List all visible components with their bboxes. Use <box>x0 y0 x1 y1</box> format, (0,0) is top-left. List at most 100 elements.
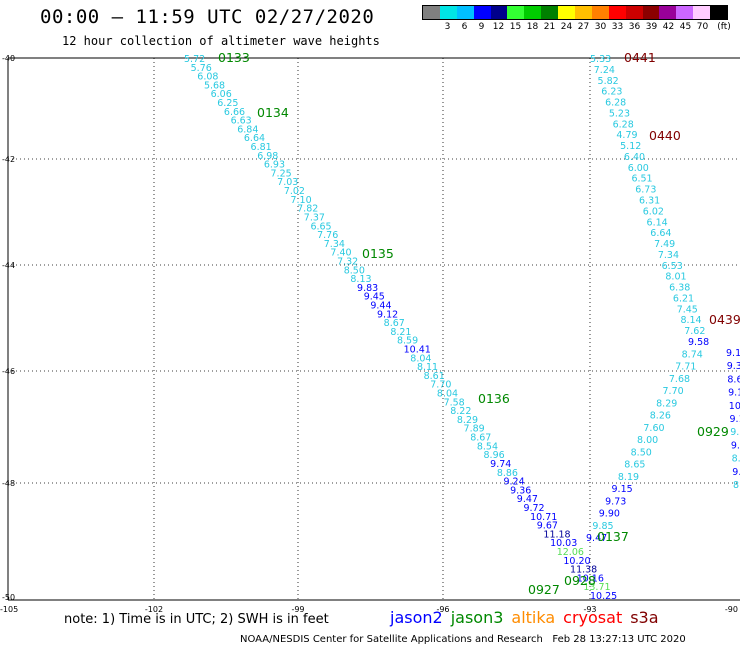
page-subtitle: 12 hour collection of altimeter wave hei… <box>62 34 380 48</box>
wave-height-value: 9.72 <box>523 503 544 514</box>
wave-height-value: 8.29 <box>457 415 478 426</box>
wave-height-value: 10.25 <box>590 591 617 602</box>
wave-height-value: 10.03 <box>550 538 577 549</box>
wave-height-value: 6.38 <box>669 283 690 294</box>
wave-height-value: 7.68 <box>669 374 690 385</box>
wave-height-value: 8.19 <box>618 472 639 483</box>
wave-height-value: 9.30 <box>727 361 740 372</box>
wave-height-value: 9.10 <box>728 388 740 399</box>
wave-height-value: 6.08 <box>197 72 218 83</box>
wave-height-value: 11.38 <box>570 565 597 576</box>
wave-height-value: 5.33 <box>590 54 611 65</box>
wave-height-value: 10.41 <box>404 345 431 356</box>
wave-height-value: 9.02 <box>731 440 740 451</box>
wave-height-value: 9.47 <box>586 533 607 544</box>
pass-time-label: 0441 <box>624 50 656 65</box>
wave-height-value: 9.45 <box>364 292 385 303</box>
legend-label: 15 <box>509 22 522 32</box>
wave-height-value: 7.70 <box>663 386 684 397</box>
pass-time-label: 0440 <box>649 128 681 143</box>
footer: NOAA/NESDIS Center for Satellite Applica… <box>240 634 686 645</box>
wave-height-value: 9.15 <box>612 484 633 495</box>
wave-height-value: 7.70 <box>430 380 451 391</box>
footer-credit: NOAA/NESDIS Center for Satellite Applica… <box>240 634 543 645</box>
wave-height-value: 8.59 <box>397 336 418 347</box>
wave-height-value: 9.36 <box>510 485 531 496</box>
wave-height-value: 5.12 <box>620 141 641 152</box>
legend-label: 30 <box>594 22 607 32</box>
wave-height-value: 7.37 <box>304 212 325 223</box>
longitude-label: -96 <box>436 605 449 614</box>
wave-height-value: 10.71 <box>530 512 557 523</box>
satellite-cryosat: cryosat <box>563 608 623 627</box>
wave-height-value: 8.21 <box>390 327 411 338</box>
legend-swatch <box>490 6 508 19</box>
legend-unit: (ft) <box>717 22 731 32</box>
wave-height-value: 6.53 <box>662 261 683 272</box>
wave-height-value: 9.85 <box>592 521 613 532</box>
wave-height-value: 9.15 <box>730 414 740 425</box>
wave-height-value: 9.47 <box>517 494 538 505</box>
legend-swatch <box>524 6 542 19</box>
wave-height-value: 7.34 <box>324 239 345 250</box>
pass-time-label: 0439 <box>709 312 740 327</box>
wave-height-value: 5.68 <box>204 80 225 91</box>
satellite-jason2: jason2 <box>390 608 443 627</box>
wave-height-value: 6.02 <box>643 206 664 217</box>
color-scale-legend <box>422 5 728 20</box>
wave-height-value: 6.66 <box>224 107 245 118</box>
wave-height-value: 9.83 <box>357 283 378 294</box>
wave-height-value: 7.62 <box>684 326 705 337</box>
wave-height-value: 7.71 <box>675 362 696 373</box>
longitude-label: -102 <box>145 605 163 614</box>
wave-height-value: 6.73 <box>635 185 656 196</box>
wave-height-value: 7.76 <box>317 230 338 241</box>
wave-height-value: 6.06 <box>211 89 232 100</box>
wave-height-value: 6.14 <box>647 217 668 228</box>
units-note: note: 1) Time is in UTC; 2) SWH is in fe… <box>64 612 329 627</box>
legend-swatch <box>693 6 711 19</box>
wave-height-value: 7.45 <box>677 304 698 315</box>
satellite-legend: jason2 jason3 altika cryosat s3a <box>390 608 667 627</box>
wave-height-value: 8.04 <box>437 389 458 400</box>
wave-height-value: 8.74 <box>682 349 703 360</box>
latitude-label: -46 <box>2 367 15 376</box>
satellite-jason3: jason3 <box>450 608 504 627</box>
legend-label: 45 <box>679 22 692 32</box>
legend-swatch <box>473 6 491 19</box>
wave-height-value: 7.40 <box>330 248 351 259</box>
wave-height-value: 7.82 <box>297 204 318 215</box>
pass-time-label: 0137 <box>597 529 629 544</box>
satellite-altika: altika <box>511 608 556 627</box>
wave-height-value: 7.49 <box>654 239 675 250</box>
pass-time-label: 0928 <box>564 573 596 588</box>
wave-height-value: 5.82 <box>598 76 619 87</box>
wave-height-value: 6.28 <box>605 98 626 109</box>
wave-height-value: 5.72 <box>184 54 205 65</box>
wave-height-value: 7.24 <box>594 65 615 76</box>
legend-swatch <box>642 6 660 19</box>
wave-height-value: 6.64 <box>650 228 671 239</box>
legend-label: 24 <box>560 22 573 32</box>
wave-height-value: 7.25 <box>271 168 292 179</box>
satellite-s3a: s3a <box>630 608 659 627</box>
pass-time-label: 0136 <box>478 391 510 406</box>
wave-height-value: 8.14 <box>680 315 701 326</box>
wave-height-value: 6.25 <box>217 98 238 109</box>
wave-height-value: 10.16 <box>577 573 604 584</box>
legend-swatch <box>625 6 643 19</box>
wave-height-value: 6.23 <box>601 87 622 98</box>
color-scale-labels: 3 6 9 12 15 18 21 24 27 30 33 36 39 42 45 70 (ft) <box>422 22 734 34</box>
wave-height-value: 7.58 <box>444 397 465 408</box>
wave-height-value: 9.74 <box>490 459 511 470</box>
wave-height-value: 9.67 <box>537 521 558 532</box>
wave-height-value: 6.64 <box>244 133 265 144</box>
latitude-label: -42 <box>2 155 15 164</box>
legend-label: 36 <box>628 22 641 32</box>
legend-label: 33 <box>611 22 624 32</box>
legend-swatch <box>591 6 609 19</box>
wave-height-value: 7.03 <box>277 177 298 188</box>
longitude-label: -90 <box>725 605 738 614</box>
legend-label: 21 <box>543 22 556 32</box>
legend-swatch <box>676 6 694 19</box>
